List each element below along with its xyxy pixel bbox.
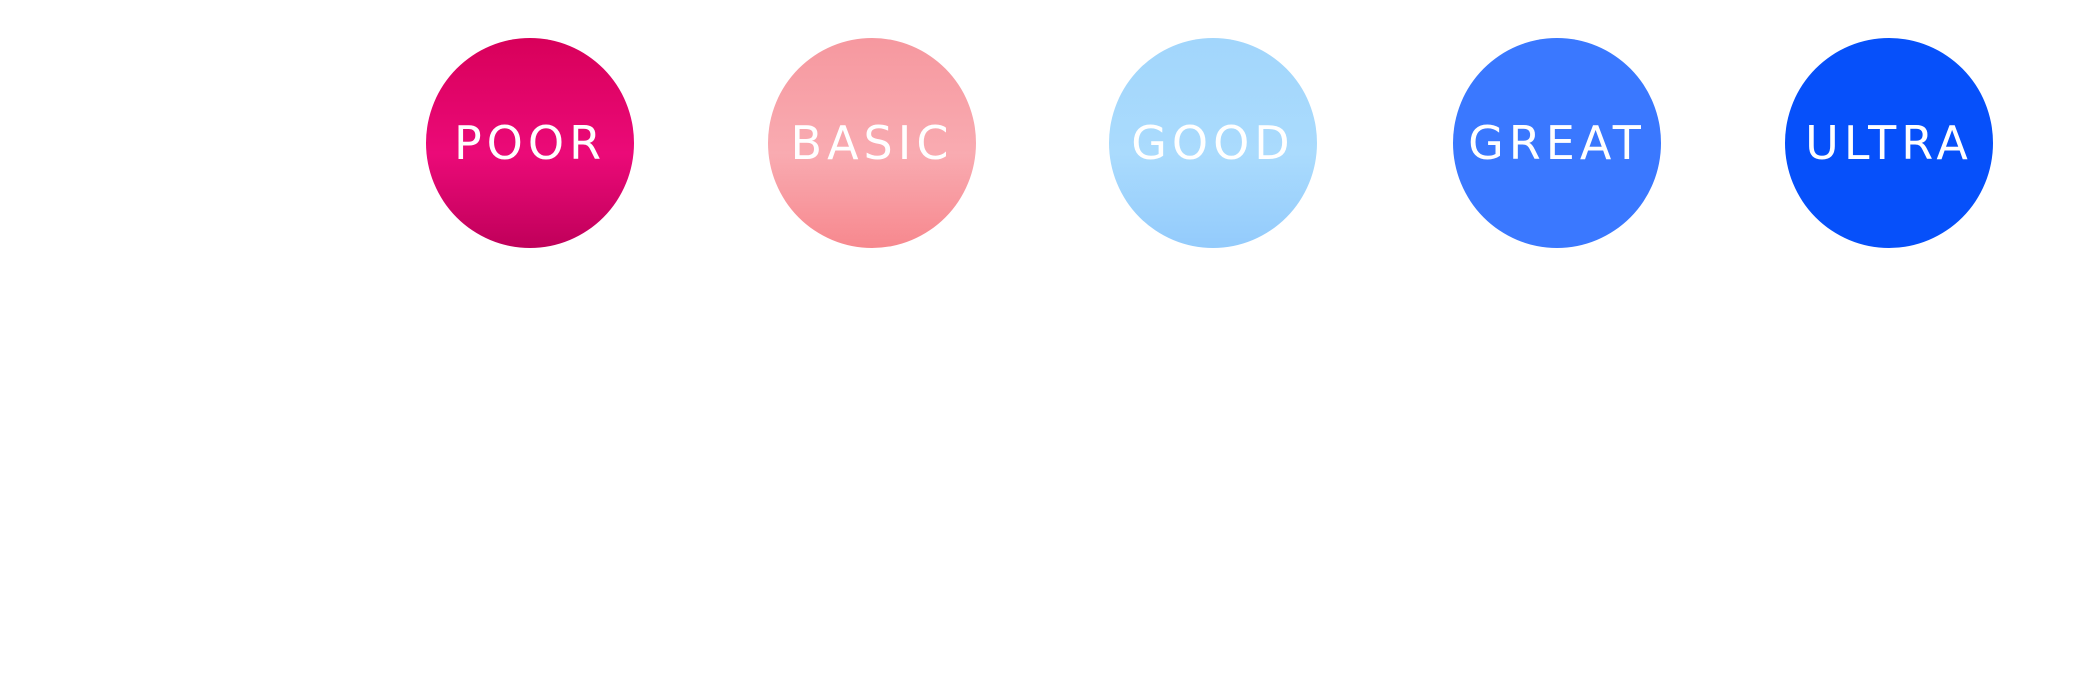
rating-button[interactable]: BASIC — [768, 38, 976, 248]
rating-button[interactable]: ULTRA — [1785, 38, 1993, 248]
button-label: POOR — [453, 116, 607, 170]
rating-button[interactable]: GREAT — [1453, 38, 1661, 248]
button-label: ULTRA — [1805, 116, 1973, 170]
button-label: BASIC — [790, 116, 954, 170]
rating-button[interactable]: POOR — [426, 38, 634, 248]
button-label: GREAT — [1468, 116, 1646, 170]
button-label: GOOD — [1131, 116, 1295, 170]
rating-button[interactable]: GOOD — [1109, 38, 1317, 248]
